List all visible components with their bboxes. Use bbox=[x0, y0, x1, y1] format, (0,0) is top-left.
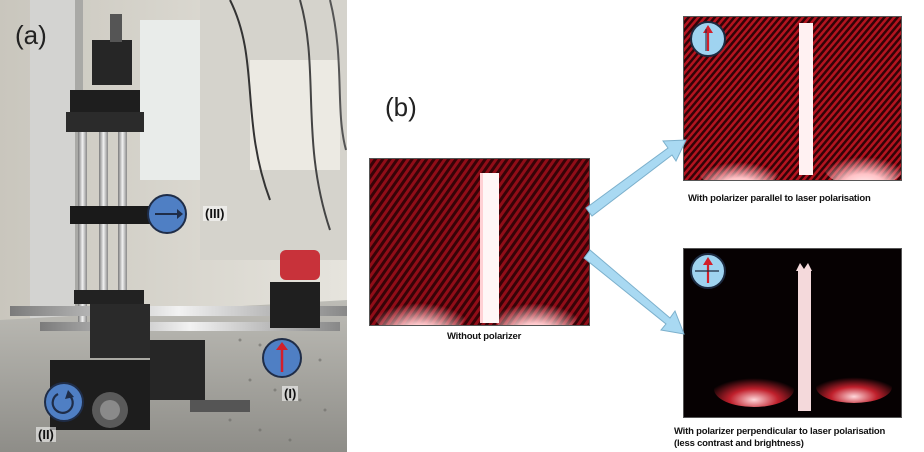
polarizer-parallel-glyph bbox=[703, 25, 713, 51]
lab-setup-photo: (a) (III) (I) (II) bbox=[0, 0, 347, 452]
polarizer-perpendicular-glyph bbox=[695, 257, 719, 283]
arrow-up-icon bbox=[262, 338, 302, 378]
arrow-to-perpendicular-icon bbox=[583, 249, 685, 335]
speckle-image-perpendicular bbox=[683, 248, 902, 418]
rotate-arrow-glyph bbox=[51, 390, 74, 414]
lab-setup-illustration bbox=[0, 0, 347, 452]
arrow-right-icon bbox=[147, 194, 187, 234]
marker-label-iii: (III) bbox=[203, 206, 227, 221]
arrow-right-glyph bbox=[155, 209, 183, 219]
polarizer-parallel-icon bbox=[690, 21, 726, 57]
caption-parallel: With polarizer parallel to laser polaris… bbox=[688, 193, 871, 204]
caption-perpendicular: With polarizer perpendicular to laser po… bbox=[674, 426, 885, 450]
marker-label-ii: (II) bbox=[36, 427, 56, 442]
arrow-up-glyph bbox=[276, 342, 288, 372]
panel-b-label: (b) bbox=[385, 92, 417, 122]
marker-label-i: (I) bbox=[282, 386, 299, 401]
caption-perpendicular-line2: (less contrast and brightness) bbox=[674, 438, 804, 449]
panel-a-label: (a) bbox=[15, 20, 47, 50]
speckle-image-without-polarizer bbox=[369, 158, 590, 326]
speckle-pattern-without bbox=[370, 159, 589, 325]
speckle-image-parallel bbox=[683, 16, 902, 181]
callout-arrows bbox=[583, 139, 687, 335]
caption-without-polarizer: Without polarizer bbox=[447, 331, 522, 342]
rotate-arrow-icon bbox=[44, 382, 84, 422]
arrow-to-parallel-icon bbox=[585, 139, 687, 217]
caption-perpendicular-line1: With polarizer perpendicular to laser po… bbox=[674, 426, 886, 437]
polarizer-perpendicular-icon bbox=[690, 253, 726, 289]
